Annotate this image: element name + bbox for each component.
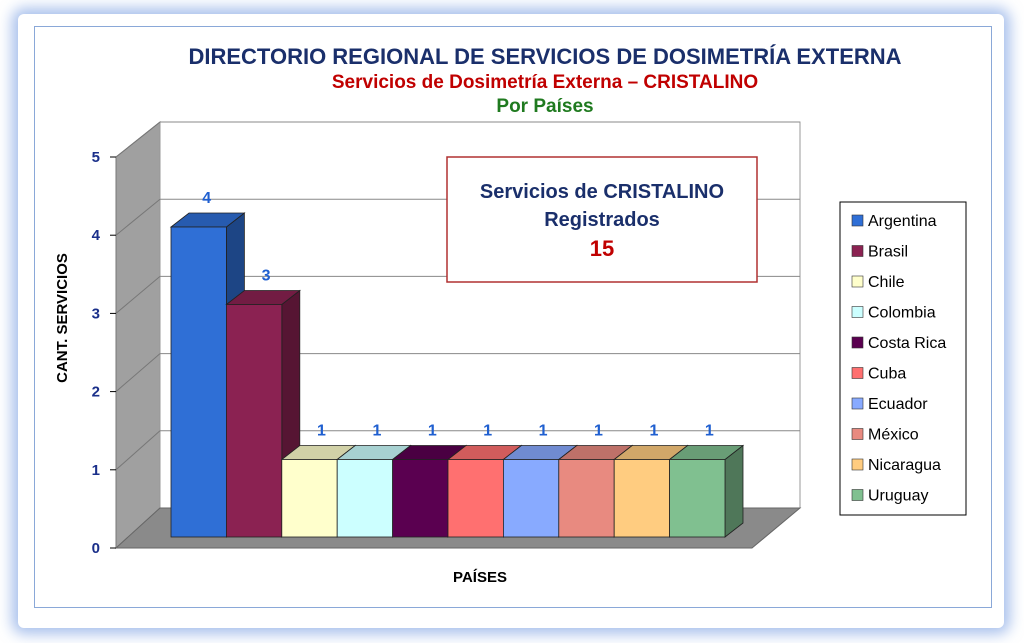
bar-méxico <box>558 459 615 538</box>
legend-label: Argentina <box>868 213 937 230</box>
y-tick-label: 2 <box>92 384 100 401</box>
gridline-side <box>115 276 161 314</box>
bar-side-uruguay <box>724 444 744 538</box>
legend-label: México <box>868 427 919 444</box>
y-axis-label: CANT. SERVICIOS <box>54 253 71 383</box>
data-label: 1 <box>317 423 326 440</box>
y-tick-label: 3 <box>92 305 100 322</box>
chart-subtitle: Servicios de Dosimetría Externa – CRISTA… <box>332 72 758 93</box>
legend-swatch <box>851 214 864 227</box>
bar-chile <box>281 459 338 538</box>
annotation-value: 15 <box>590 236 614 261</box>
bar-brasil <box>225 304 283 538</box>
legend-label: Costa Rica <box>868 335 946 352</box>
data-label: 1 <box>428 423 437 440</box>
side-wall <box>115 120 161 550</box>
data-label: 3 <box>262 268 271 285</box>
legend-label: Uruguay <box>868 488 928 505</box>
legend-swatch <box>851 306 864 318</box>
data-label: 1 <box>372 423 381 440</box>
annotation-box <box>446 156 758 283</box>
legend-swatch <box>851 428 864 440</box>
bar-nicaragua <box>613 459 671 538</box>
data-label: 1 <box>539 423 548 440</box>
gridline-side <box>115 430 161 471</box>
gridline-side <box>115 198 161 236</box>
y-tick-label: 0 <box>92 540 100 557</box>
bar-colombia <box>336 459 394 538</box>
legend-swatch <box>851 458 864 471</box>
legend-swatch <box>851 245 864 257</box>
bar-argentina <box>170 226 227 538</box>
bar-ecuador <box>502 459 560 538</box>
bar-cuba <box>447 459 504 538</box>
legend-label: Ecuador <box>868 396 928 413</box>
legend-label: Brasil <box>868 244 908 261</box>
bar-uruguay <box>669 459 726 538</box>
gridline-side <box>115 353 161 392</box>
y-tick-label: 4 <box>92 227 101 244</box>
legend-label: Colombia <box>868 305 936 322</box>
gridline-side <box>115 121 161 158</box>
x-axis-label: PAÍSES <box>453 569 507 586</box>
bar-costa-rica <box>392 459 449 538</box>
data-label: 4 <box>202 190 211 207</box>
y-tick-label: 1 <box>92 462 100 479</box>
legend-swatch <box>851 489 864 501</box>
y-tick-label: 5 <box>92 149 100 166</box>
data-label: 1 <box>705 423 714 440</box>
chart-title: DIRECTORIO REGIONAL DE SERVICIOS DE DOSI… <box>188 44 901 69</box>
legend-swatch <box>851 397 864 410</box>
legend-label: Chile <box>868 274 905 291</box>
data-label: 1 <box>483 423 492 440</box>
legend-swatch <box>851 336 864 349</box>
annotation-line-2: Registrados <box>544 209 660 231</box>
legend-swatch <box>851 367 864 379</box>
data-label: 1 <box>649 423 658 440</box>
annotation-line-1: Servicios de CRISTALINO <box>480 181 724 203</box>
chart-subtitle-2: Por Países <box>496 96 593 117</box>
data-label: 1 <box>594 423 603 440</box>
legend-swatch <box>851 275 864 288</box>
legend-label: Nicaragua <box>868 457 941 474</box>
legend-label: Cuba <box>868 366 906 383</box>
